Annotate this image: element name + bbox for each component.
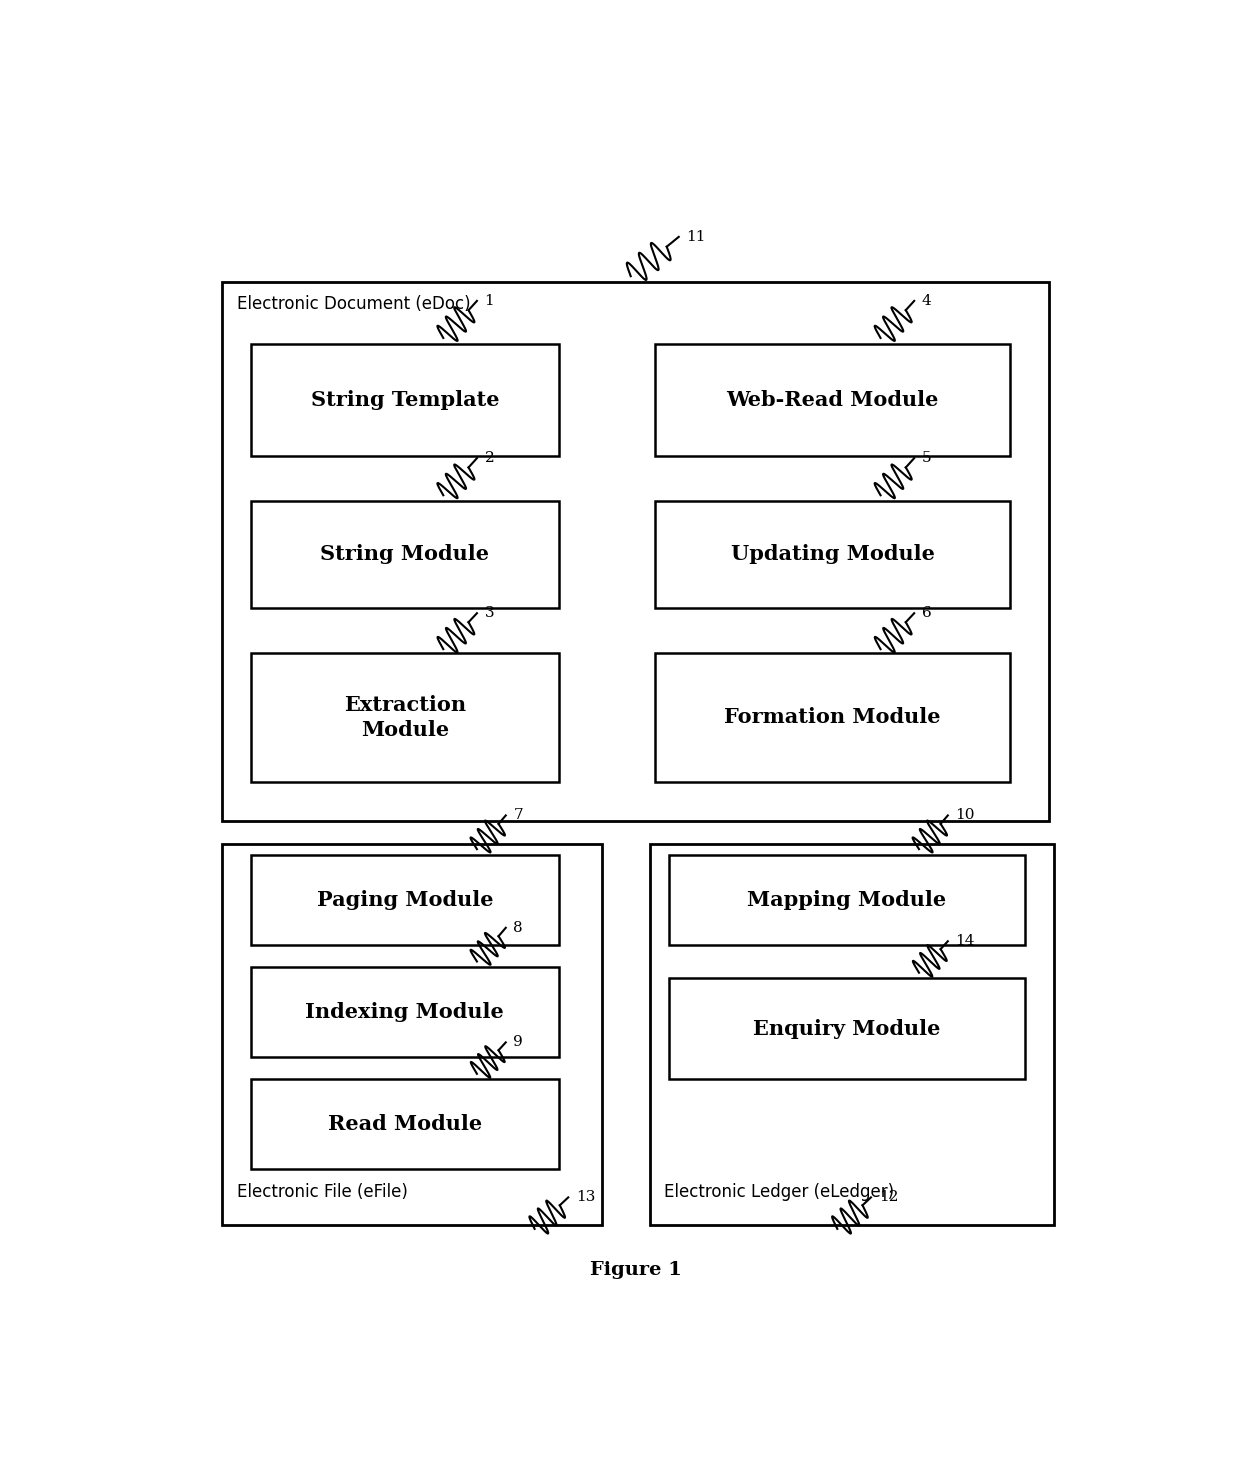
Text: Mapping Module: Mapping Module: [748, 890, 946, 910]
Text: String Module: String Module: [320, 544, 490, 565]
FancyBboxPatch shape: [250, 343, 559, 455]
Text: 11: 11: [687, 231, 706, 244]
Text: Extraction
Module: Extraction Module: [343, 694, 466, 740]
FancyBboxPatch shape: [655, 652, 1011, 782]
Text: 5: 5: [921, 451, 931, 465]
Text: 10: 10: [956, 808, 975, 823]
FancyBboxPatch shape: [250, 500, 559, 607]
FancyBboxPatch shape: [670, 855, 1024, 944]
FancyBboxPatch shape: [250, 1080, 559, 1169]
Text: Updating Module: Updating Module: [730, 544, 935, 565]
Text: Indexing Module: Indexing Module: [305, 1002, 505, 1023]
Text: 6: 6: [921, 607, 931, 620]
Text: 1: 1: [485, 293, 495, 308]
FancyBboxPatch shape: [670, 979, 1024, 1080]
FancyBboxPatch shape: [222, 282, 1049, 821]
FancyBboxPatch shape: [222, 843, 601, 1226]
FancyBboxPatch shape: [655, 343, 1011, 455]
FancyBboxPatch shape: [250, 855, 559, 944]
Text: Read Module: Read Module: [327, 1115, 482, 1135]
Text: 9: 9: [513, 1036, 523, 1049]
Text: 3: 3: [485, 607, 495, 620]
Text: 4: 4: [921, 293, 931, 308]
FancyBboxPatch shape: [250, 652, 559, 782]
Text: 8: 8: [513, 921, 523, 935]
FancyBboxPatch shape: [655, 500, 1011, 607]
Text: Figure 1: Figure 1: [589, 1262, 682, 1280]
Text: 14: 14: [956, 934, 975, 948]
Text: Electronic Ledger (eLedger): Electronic Ledger (eLedger): [665, 1183, 894, 1201]
Text: Web-Read Module: Web-Read Module: [727, 390, 939, 410]
Text: 7: 7: [513, 808, 523, 823]
FancyBboxPatch shape: [650, 843, 1054, 1226]
Text: Formation Module: Formation Module: [724, 708, 941, 727]
Text: 12: 12: [879, 1191, 898, 1204]
Text: String Template: String Template: [310, 390, 500, 410]
Text: Paging Module: Paging Module: [316, 890, 494, 910]
Text: Electronic Document (eDoc): Electronic Document (eDoc): [237, 295, 470, 314]
Text: 13: 13: [575, 1191, 595, 1204]
Text: 2: 2: [485, 451, 495, 465]
Text: Enquiry Module: Enquiry Module: [753, 1018, 941, 1039]
FancyBboxPatch shape: [250, 967, 559, 1056]
Text: Electronic File (eFile): Electronic File (eFile): [237, 1183, 408, 1201]
